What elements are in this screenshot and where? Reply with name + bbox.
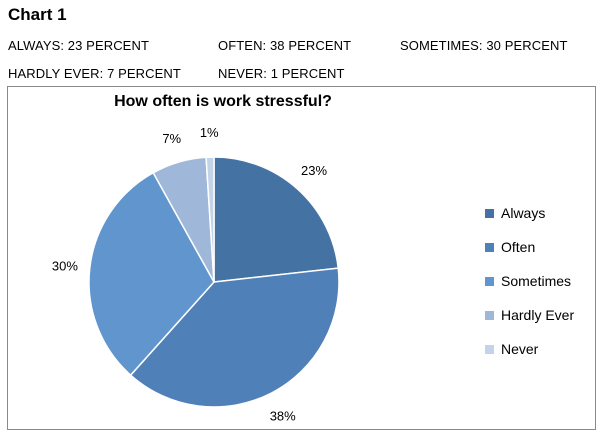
data-label-hardly-ever: 7% — [162, 131, 181, 146]
summary-often: OFTEN: 38 PERCENT — [218, 38, 352, 53]
data-label-often: 38% — [270, 408, 296, 423]
legend-label: Often — [501, 239, 536, 255]
chart-frame: How often is work stressful? 23% 38% 30% 7%… — [7, 86, 596, 430]
data-label-sometimes: 30% — [52, 258, 78, 273]
legend-swatch — [485, 310, 494, 320]
legend-label: Always — [501, 205, 546, 221]
pie-chart: 23% 38% 30% 7% 1% — [52, 125, 340, 423]
data-label-never: 1% — [200, 125, 219, 140]
legend-item-always: Always — [485, 205, 545, 221]
legend-swatch — [485, 276, 494, 286]
pie-slice-always — [213, 156, 340, 283]
pie-slice-never — [205, 156, 215, 283]
summary-never: NEVER: 1 PERCENT — [218, 66, 345, 81]
pie-slice-often — [129, 267, 340, 408]
summary-sometimes: SOMETIMES: 30 PERCENT — [400, 38, 568, 53]
summary-hardly-ever: HARDLY EVER: 7 PERCENT — [8, 66, 181, 81]
summary-always: ALWAYS: 23 PERCENT — [8, 38, 149, 53]
pie-slice-sometimes — [88, 171, 215, 377]
chart-title: How often is work stressful? — [114, 93, 332, 110]
legend-item-sometimes: Sometimes — [485, 273, 571, 289]
legend-swatch — [485, 344, 494, 354]
legend-swatch — [485, 208, 494, 218]
legend-swatch — [485, 242, 494, 252]
legend-item-often: Often — [485, 239, 535, 255]
legend-item-never: Never — [485, 341, 538, 357]
legend-label: Sometimes — [501, 273, 572, 289]
legend-item-hardly-ever: Hardly Ever — [485, 307, 574, 323]
legend-label: Never — [501, 341, 539, 357]
legend-label: Hardly Ever — [501, 307, 575, 323]
data-label-always: 23% — [301, 163, 327, 178]
page-heading: Chart 1 — [8, 5, 67, 24]
